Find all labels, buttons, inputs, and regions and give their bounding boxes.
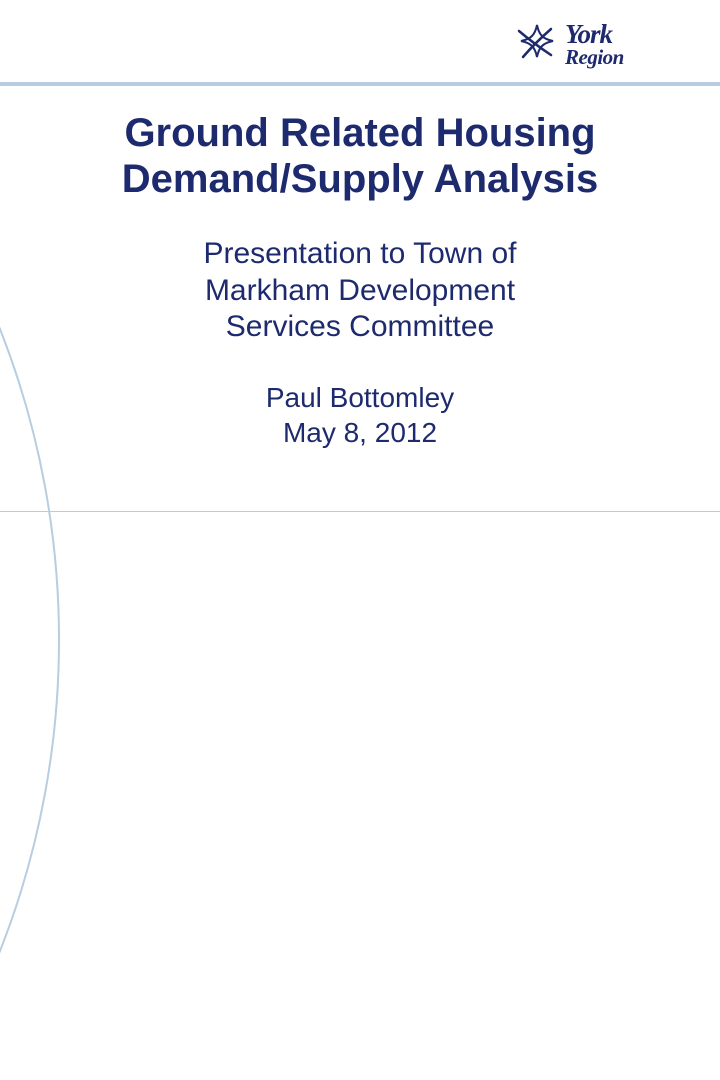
slide-title: Ground Related Housing Demand/Supply Ana… [0, 110, 720, 202]
presentation-date: May 8, 2012 [0, 415, 720, 450]
york-region-logo: York Region [513, 14, 698, 76]
logo-text-line1: York [565, 22, 624, 48]
title-line1: Ground Related Housing [0, 110, 720, 156]
logo-text-line2: Region [565, 48, 624, 68]
title-line2: Demand/Supply Analysis [0, 156, 720, 202]
author-name: Paul Bottomley [0, 380, 720, 415]
author-block: Paul Bottomley May 8, 2012 [0, 380, 720, 450]
logo-text: York Region [565, 22, 624, 68]
slide-subtitle: Presentation to Town of Markham Developm… [0, 236, 720, 346]
logo-star-icon [513, 21, 561, 69]
bottom-horizontal-rule [0, 511, 720, 513]
subtitle-line3: Services Committee [0, 309, 720, 346]
top-horizontal-rule [0, 82, 720, 86]
subtitle-line2: Markham Development [0, 273, 720, 310]
slide-content: Ground Related Housing Demand/Supply Ana… [0, 110, 720, 450]
subtitle-line1: Presentation to Town of [0, 236, 720, 273]
